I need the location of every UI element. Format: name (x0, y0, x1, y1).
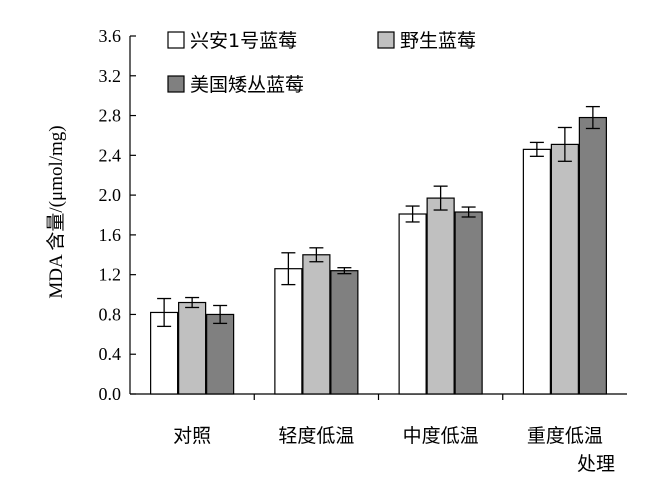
x-tick-label: 轻度低温 (278, 425, 354, 447)
y-tick-label: 1.2 (99, 265, 122, 285)
x-tick-label: 对照 (173, 425, 211, 447)
bar (550, 143, 579, 395)
axes: 0.0 0.4 0.8 1.2 1.6 2.0 2.4 2.8 3.2 3.6 对照 轻度低温 中度低温… (99, 26, 627, 447)
y-tick-label: 0.8 (99, 304, 122, 324)
bar (578, 116, 607, 395)
legend-swatch (167, 31, 185, 49)
legend-swatch (167, 75, 185, 93)
y-tick-label: 0.0 (99, 384, 122, 404)
legend-label: 美国矮丛蓝莓 (190, 74, 304, 96)
bar (206, 313, 235, 395)
bar (330, 270, 359, 395)
y-tick-label: 3.2 (99, 66, 122, 86)
bar (426, 197, 455, 395)
bar (302, 254, 331, 395)
y-axis-title: MDA 含量/(μmol/mg) (45, 125, 67, 298)
bar (522, 148, 551, 395)
y-tick-label: 0.4 (99, 344, 122, 364)
x-axis-title: 处理 (577, 453, 615, 475)
y-tick-label: 2.0 (99, 185, 122, 205)
bar (454, 211, 483, 395)
y-tick-label: 1.6 (99, 225, 122, 245)
legend-swatch (377, 31, 395, 49)
bar (178, 301, 207, 395)
bar (398, 213, 427, 395)
y-tick-label: 2.8 (99, 106, 122, 126)
y-tick-label: 2.4 (99, 145, 122, 165)
bars (150, 105, 607, 395)
x-tick-label: 中度低温 (403, 425, 479, 447)
legend-label: 兴安1号蓝莓 (190, 30, 297, 52)
bar (274, 268, 303, 395)
x-tick-label: 重度低温 (527, 425, 603, 447)
y-tick-label: 3.6 (99, 26, 122, 46)
legend-label: 野生蓝莓 (400, 30, 476, 52)
